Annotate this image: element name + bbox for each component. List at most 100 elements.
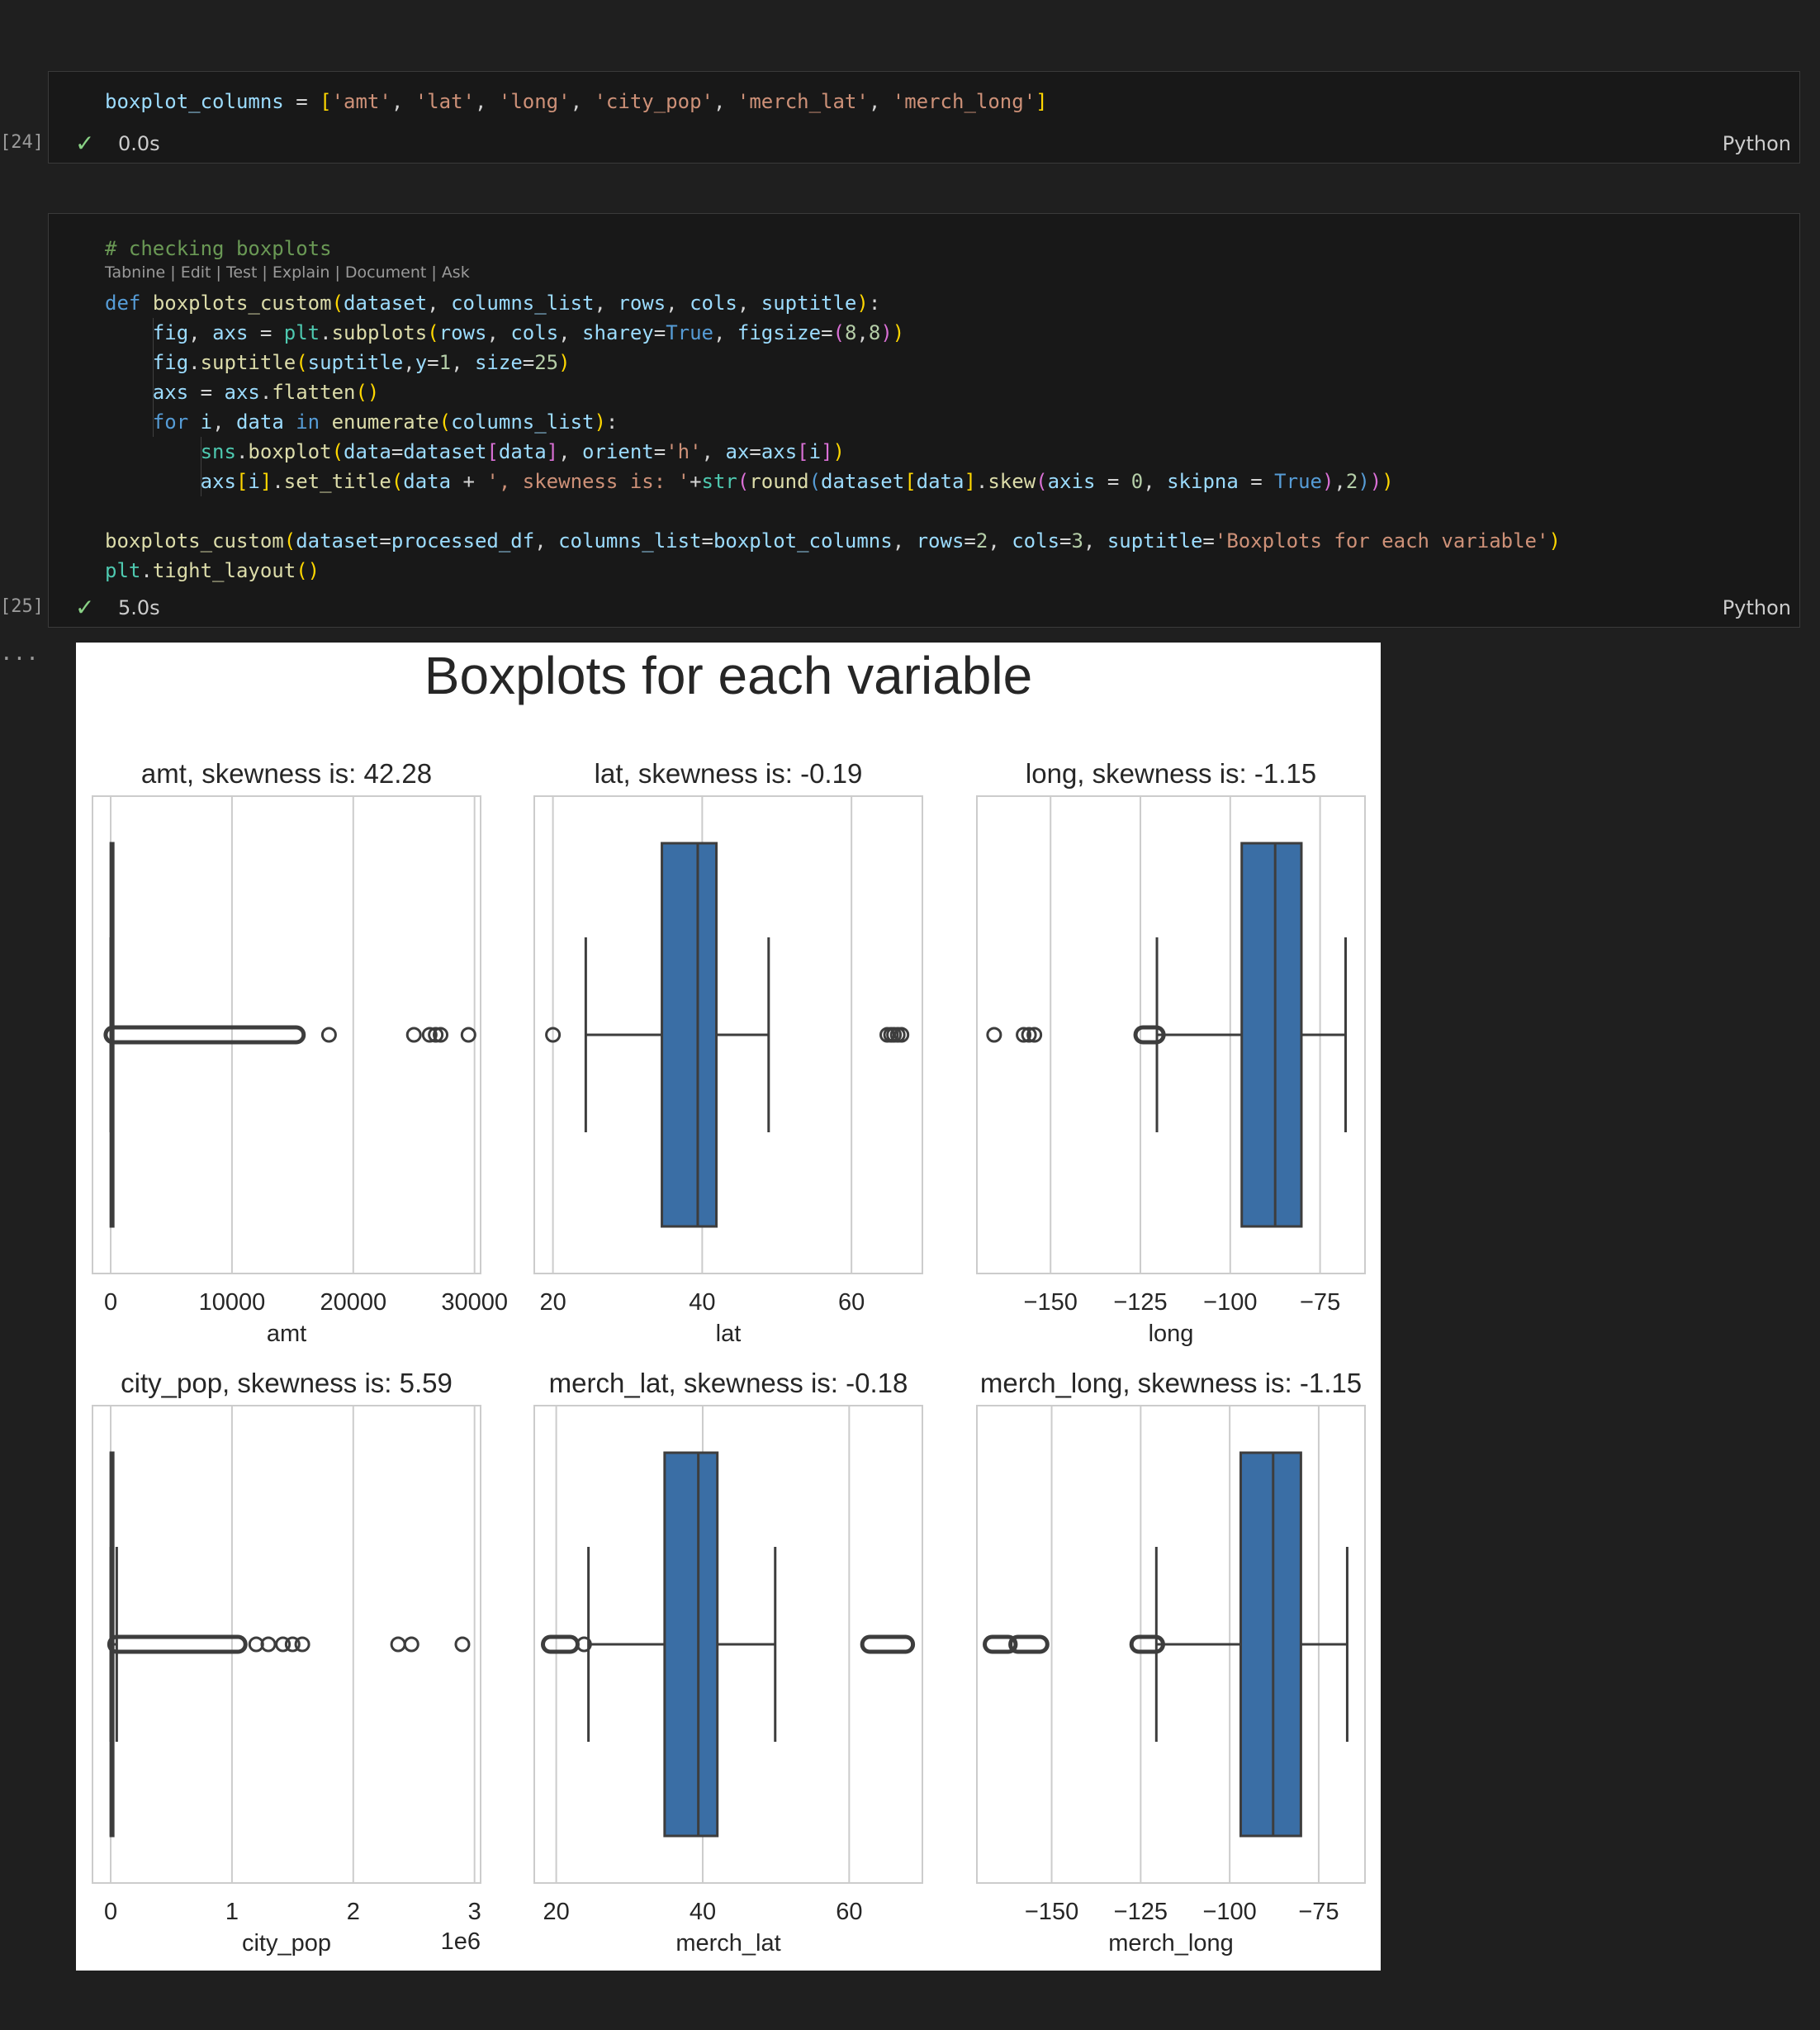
code-token: cols <box>1012 529 1060 553</box>
code-token: ( <box>283 529 296 553</box>
outlier-point <box>294 1636 310 1653</box>
code-token: , <box>451 351 475 374</box>
code-token: cols <box>510 321 559 344</box>
axis-label: merch_long <box>1108 1930 1234 1956</box>
cell-24-prompt: [24] <box>0 132 44 153</box>
code-token: ( <box>1036 470 1048 493</box>
code-token: fig <box>105 321 189 344</box>
code-token: ) <box>558 351 571 374</box>
code-token: = <box>522 351 535 374</box>
code-token: : <box>605 410 619 434</box>
tick-label: −75 <box>1300 1289 1340 1316</box>
panel-title: lat, skewness is: -0.19 <box>595 758 863 789</box>
code-token: ] <box>821 440 833 463</box>
code-token: = <box>701 529 713 553</box>
tick-label: 0 <box>104 1289 117 1316</box>
panel-title: merch_long, skewness is: -1.15 <box>980 1368 1362 1398</box>
code-token: axis <box>1047 470 1096 493</box>
code-token: = <box>427 351 439 374</box>
code-token: = <box>964 529 976 553</box>
code-token: set_title <box>283 470 391 493</box>
cell-language[interactable]: Python <box>1722 596 1791 619</box>
tick-label: 10000 <box>199 1289 266 1316</box>
code-token: i <box>248 470 260 493</box>
panel-frame <box>92 1405 481 1884</box>
code-token: size <box>474 351 523 374</box>
code-token: True <box>1274 470 1322 493</box>
code-token: , <box>1334 470 1346 493</box>
code-token: str <box>701 470 737 493</box>
tick-label: −75 <box>1298 1899 1339 1925</box>
code-editor-25[interactable]: def boxplots_custom(dataset, columns_lis… <box>105 288 1561 586</box>
code-cell-25[interactable]: # checking boxplots Tabnine | Edit | Tes… <box>48 213 1800 628</box>
boxplot-figure: Boxplots for each variable amt, skewness … <box>76 643 1381 1971</box>
code-token <box>105 410 153 434</box>
outlier-cluster <box>860 1634 916 1654</box>
outlier-point <box>1016 1027 1032 1043</box>
code-token: dataset <box>344 292 428 315</box>
code-token: figsize <box>737 321 822 344</box>
code-token: boxplot_columns <box>713 529 893 553</box>
panel-frame <box>533 795 923 1274</box>
code-token: , <box>1143 470 1168 493</box>
code-token: subplots <box>331 321 428 344</box>
panel-frame <box>533 1405 923 1884</box>
offset-text: 1e6 <box>441 1928 481 1955</box>
code-token: dataset <box>403 440 487 463</box>
tick-label: −100 <box>1202 1899 1256 1925</box>
axis-label: lat <box>716 1321 742 1347</box>
code-token: dataset <box>296 529 380 553</box>
code-token: , <box>570 90 595 113</box>
code-token: ( <box>391 470 404 493</box>
tick-label: 2 <box>347 1899 360 1925</box>
code-cell-24[interactable]: boxplot_columns = ['amt', 'lat', 'long',… <box>48 71 1800 164</box>
code-token: boxplots_custom <box>152 292 332 315</box>
code-token: True <box>666 321 713 344</box>
code-token: , <box>713 90 737 113</box>
panel-frame <box>976 795 1366 1274</box>
code-token: ] <box>546 440 559 463</box>
code-token: , <box>474 90 499 113</box>
tick-label: 1 <box>225 1899 239 1925</box>
code-token: ( <box>832 321 845 344</box>
code-token <box>320 410 331 434</box>
cell-language[interactable]: Python <box>1722 132 1791 155</box>
code-token: . <box>235 440 249 463</box>
tick-label: 60 <box>838 1289 865 1316</box>
code-token: = <box>379 529 391 553</box>
outlier-point <box>460 1027 476 1043</box>
code-token: , <box>988 529 1012 553</box>
code-token: ) <box>1548 529 1561 553</box>
output-ellipsis[interactable]: ... <box>0 641 39 666</box>
code-token: 'long' <box>498 90 571 113</box>
code-token: , <box>594 292 619 315</box>
tick-label: −100 <box>1203 1289 1257 1316</box>
outlier-cluster <box>1008 1634 1050 1654</box>
code-token: axs <box>212 321 249 344</box>
code-token: , <box>391 90 415 113</box>
code-token: ) <box>1369 470 1382 493</box>
panel-frame <box>976 1405 1366 1884</box>
code-token: , <box>868 90 893 113</box>
code-token: ] <box>964 470 976 493</box>
code-token: 8 <box>868 321 881 344</box>
code-line-comment[interactable]: # checking boxplots <box>105 234 332 263</box>
code-token: plt <box>105 559 141 582</box>
code-token: , <box>1083 529 1107 553</box>
axis-label: amt <box>267 1321 306 1347</box>
code-token: , <box>737 292 761 315</box>
box <box>1240 842 1303 1228</box>
code-token: rows <box>438 321 487 344</box>
code-editor-24[interactable]: boxplot_columns = ['amt', 'lat', 'long',… <box>105 87 1048 116</box>
code-token: . <box>320 321 332 344</box>
code-token: 'amt' <box>331 90 391 113</box>
codelens-links[interactable]: Tabnine | Edit | Test | Explain | Docume… <box>105 263 470 282</box>
code-token: , <box>666 292 690 315</box>
code-token: [ <box>320 90 332 113</box>
code-token: plt <box>283 321 320 344</box>
checkmark-icon: ✓ <box>75 130 95 157</box>
code-token: , <box>701 440 726 463</box>
code-token: suptitle <box>307 351 404 374</box>
code-token: data <box>498 440 547 463</box>
code-token: = <box>749 440 761 463</box>
